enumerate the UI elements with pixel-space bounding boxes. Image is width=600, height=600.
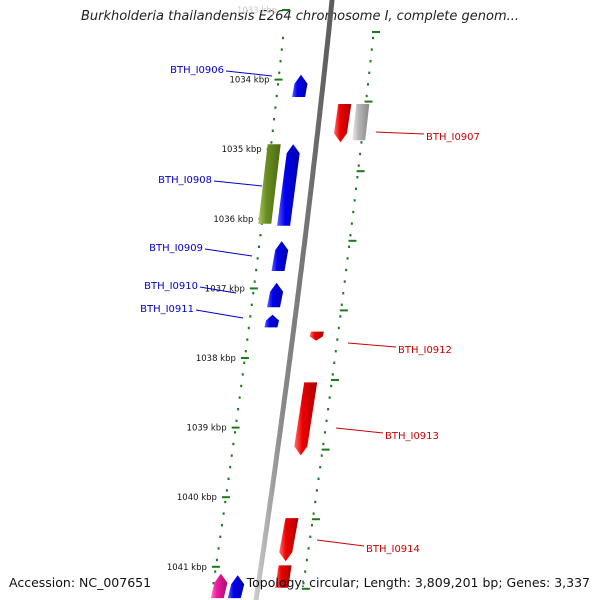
label-leader bbox=[195, 309, 244, 319]
feature-BTH_I0908 bbox=[258, 144, 281, 224]
gene-BTH_I0910 bbox=[267, 282, 284, 308]
tick-label: 1037 kbp bbox=[205, 284, 245, 294]
label-leader bbox=[335, 427, 384, 434]
backbone-layer bbox=[253, 0, 335, 600]
label-leader bbox=[204, 248, 253, 257]
tick-label: 1039 kbp bbox=[187, 424, 227, 434]
gene-BTH_I0913 bbox=[294, 382, 318, 456]
gene-BTH_I0909 bbox=[271, 241, 289, 271]
right-rail bbox=[302, 36, 375, 585]
map-title: Burkholderia thailandensis E264 chromoso… bbox=[80, 9, 520, 24]
gene-label: BTH_I0911 bbox=[140, 304, 194, 315]
gene-label: BTH_I0910 bbox=[144, 281, 198, 292]
label-leader bbox=[213, 180, 263, 187]
gene-label: BTH_I0907 bbox=[426, 132, 480, 143]
tick-label: 1034 kbp bbox=[229, 76, 269, 86]
gene-BTH_I0906 bbox=[292, 74, 308, 97]
accession-text: Accession: NC_007651 bbox=[9, 575, 152, 590]
gene-forward-partial bbox=[227, 575, 245, 599]
tick-label: 1035 kbp bbox=[222, 145, 262, 155]
gene-label: BTH_I0908 bbox=[158, 175, 212, 186]
label-leader bbox=[199, 286, 237, 294]
gene-BTH_I0907 bbox=[334, 104, 352, 143]
label-leader bbox=[225, 70, 273, 77]
tick-label: 1033 kbp bbox=[237, 6, 277, 16]
gene-BTH_I0912 bbox=[309, 331, 324, 341]
topology-text: Topology: circular; Length: 3,809,201 bp… bbox=[246, 575, 590, 590]
pseudogene-BTH_I0907 bbox=[352, 104, 370, 141]
label-leader bbox=[375, 131, 425, 135]
label-leader bbox=[347, 342, 397, 348]
tick-label: 1036 kbp bbox=[213, 215, 253, 225]
gene-label: BTH_I0912 bbox=[398, 345, 452, 356]
gene-layer bbox=[210, 74, 370, 599]
gene-BTH_I0911 bbox=[264, 314, 279, 328]
left-rail bbox=[212, 36, 285, 585]
tick-label: 1038 kbp bbox=[196, 354, 236, 364]
gene-label: BTH_I0906 bbox=[170, 65, 224, 76]
gene-label: BTH_I0909 bbox=[149, 243, 203, 254]
label-layer: BTH_I0906 BTH_I0907 BTH_I0908 BTH_I0909 BTH_… bbox=[140, 65, 480, 555]
gene-BTH_I0908 bbox=[277, 144, 300, 226]
gene-reverse-partial bbox=[275, 565, 292, 588]
gene-label: BTH_I0913 bbox=[385, 431, 439, 442]
gene-BTH_I0914 bbox=[279, 518, 299, 562]
backbone bbox=[253, 0, 335, 600]
label-leader bbox=[316, 539, 365, 547]
gene-label: BTH_I0914 bbox=[366, 544, 420, 555]
tick-label: 1040 kbp bbox=[177, 493, 217, 503]
gene-forward-partial bbox=[210, 573, 228, 599]
tick-label: 1041 kbp bbox=[167, 563, 207, 573]
